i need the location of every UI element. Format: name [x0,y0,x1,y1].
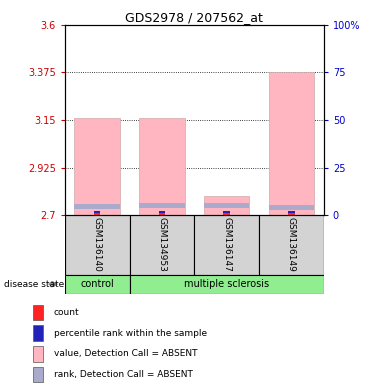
Bar [288,213,295,215]
Bar [204,196,249,215]
Bar [94,210,100,212]
Bar [223,213,230,215]
Bar [130,215,194,275]
Bar [223,210,230,212]
Bar [33,305,43,320]
Bar [65,215,130,275]
Text: multiple sclerosis: multiple sclerosis [184,279,269,289]
Bar [74,118,120,215]
Text: count: count [54,308,79,317]
Text: GSM136149: GSM136149 [287,217,296,272]
Bar [269,205,314,210]
Text: GSM136140: GSM136140 [92,217,102,272]
Bar [159,210,165,212]
Bar [65,275,130,294]
Bar [139,203,185,208]
Text: control: control [80,279,114,289]
Bar [288,210,295,212]
Text: percentile rank within the sample: percentile rank within the sample [54,329,207,338]
Text: GSM134953: GSM134953 [157,217,166,272]
Bar [74,204,120,209]
Bar [259,215,324,275]
Bar [194,215,259,275]
Bar [159,213,165,215]
Bar [33,325,43,341]
Bar [33,367,43,382]
Bar [130,275,324,294]
Text: rank, Detection Call = ABSENT: rank, Detection Call = ABSENT [54,370,192,379]
Bar [269,73,314,215]
Bar [94,213,100,215]
Text: value, Detection Call = ABSENT: value, Detection Call = ABSENT [54,349,197,358]
Text: GSM136147: GSM136147 [222,217,231,272]
Title: GDS2978 / 207562_at: GDS2978 / 207562_at [125,11,263,24]
Bar [204,203,249,208]
Bar [139,118,185,215]
Bar [33,346,43,362]
Text: disease state: disease state [4,280,64,289]
